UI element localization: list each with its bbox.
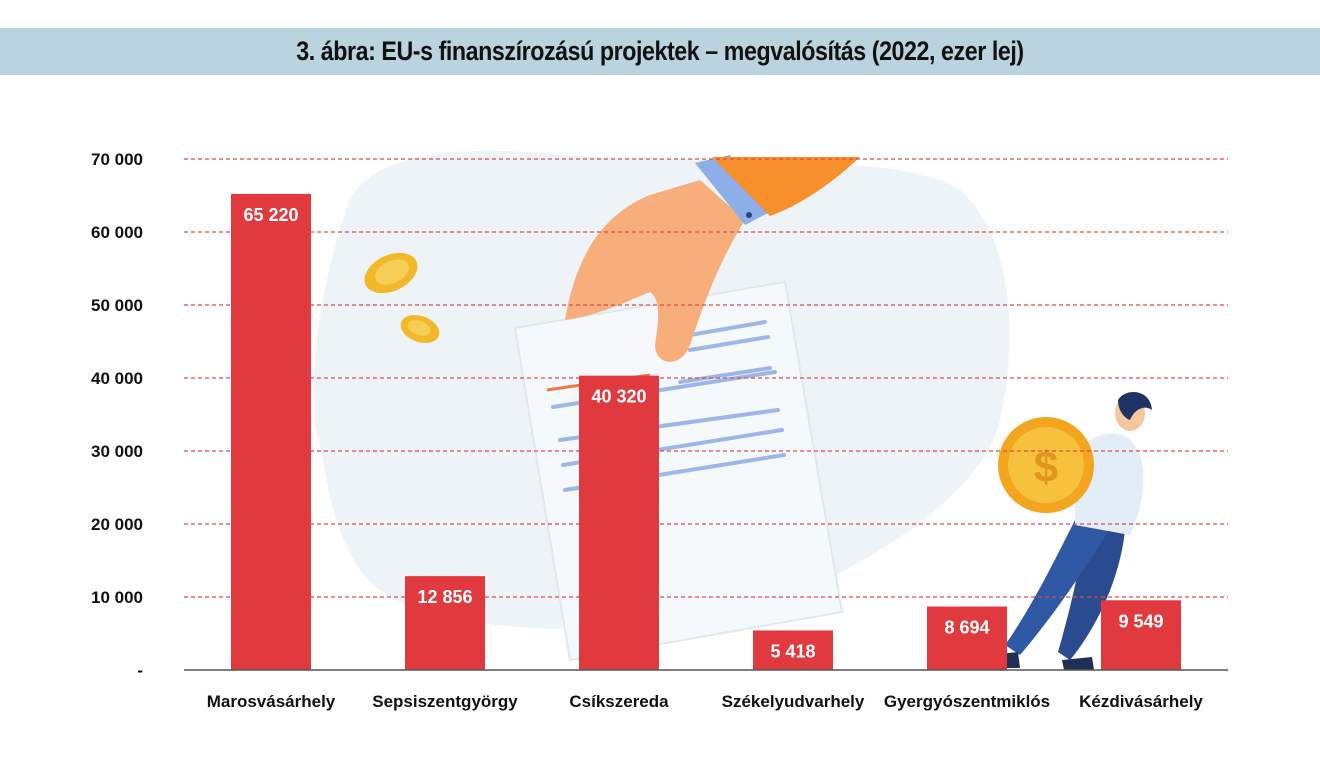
- bar: [927, 606, 1007, 670]
- data-label: 8 694: [944, 618, 989, 638]
- y-axis: - 10 000 20 000 30 000 40 000 50 000 60 000 70 …: [91, 150, 143, 680]
- data-label: 65 220: [243, 205, 298, 225]
- data-label: 9 549: [1118, 611, 1163, 631]
- x-category-label: Marosvásárhely: [207, 692, 336, 711]
- x-category-label: Kézdivásárhely: [1079, 692, 1203, 711]
- y-tick-label: 40 000: [91, 369, 143, 388]
- coin-icon: [364, 252, 418, 294]
- chart-title: 3. ábra: EU-s finanszírozású projektek –…: [296, 36, 1024, 66]
- bars: 65 220 12 856 40 320 5 418 8 694 9 549: [231, 193, 1181, 671]
- x-axis: Marosvásárhely Sepsiszentgyörgy Csíkszered…: [207, 692, 1204, 711]
- bar: [579, 375, 659, 670]
- coin-icon: [400, 314, 440, 344]
- person-carrying-coin-icon: $: [988, 391, 1152, 670]
- data-label: 5 418: [770, 641, 815, 661]
- bar: [1101, 600, 1181, 670]
- bar: [231, 193, 311, 671]
- bar: [405, 576, 485, 670]
- y-tick-label: 50 000: [91, 296, 143, 315]
- y-tick-label: 20 000: [91, 515, 143, 534]
- y-tick-label: 10 000: [91, 588, 143, 607]
- x-category-label: Gyergyószentmiklós: [884, 692, 1050, 711]
- x-category-label: Székelyudvarhely: [722, 692, 865, 711]
- x-category-label: Csíkszereda: [569, 692, 669, 711]
- y-tick-label: 30 000: [91, 442, 143, 461]
- y-tick-label: 60 000: [91, 223, 143, 242]
- y-tick-label: -: [137, 661, 143, 680]
- y-tick-label: 70 000: [91, 150, 143, 169]
- data-label: 40 320: [591, 387, 646, 407]
- title-bar: 3. ábra: EU-s finanszírozású projektek –…: [0, 28, 1320, 75]
- svg-text:$: $: [1034, 443, 1058, 492]
- hand-icon: [565, 155, 860, 362]
- data-label: 12 856: [417, 587, 472, 607]
- gridlines: [184, 158, 1228, 598]
- x-category-label: Sepsiszentgyörgy: [372, 692, 518, 711]
- bar: [753, 630, 833, 670]
